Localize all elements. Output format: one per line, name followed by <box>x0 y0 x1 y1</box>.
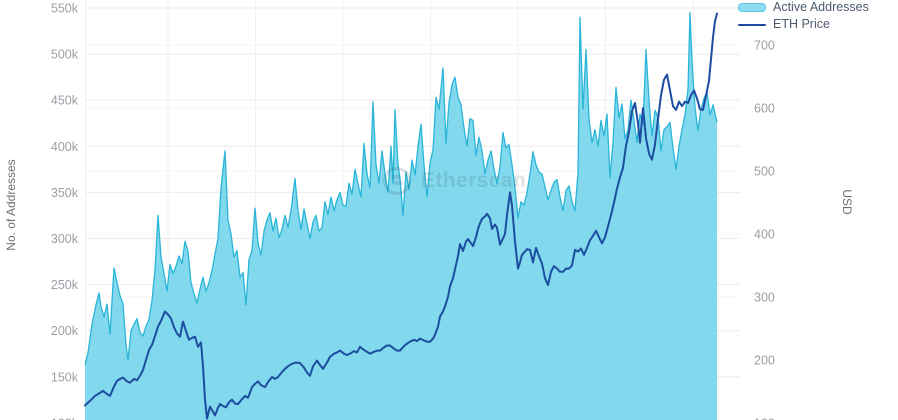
active-addresses-series-line <box>84 11 718 365</box>
y-axis-tick-right: 500 <box>754 165 775 179</box>
y-axis-tick-left: 100k <box>51 416 79 420</box>
y-axis-tick-right: 200 <box>754 354 775 368</box>
y-axis-tick-left: 150k <box>51 370 79 384</box>
y-axis-tick-left: 200k <box>51 324 79 338</box>
legend-label-active-addresses: Active Addresses <box>773 0 869 14</box>
right-axis-title: USD <box>840 189 854 215</box>
y-axis-tick-left: 400k <box>51 140 79 154</box>
y-axis-tick-left: 500k <box>51 48 79 62</box>
eth-price-swatch-icon <box>738 23 766 26</box>
y-axis-tick-right: 100 <box>754 417 775 420</box>
active-addresses-area <box>85 12 717 420</box>
legend-item-eth-price[interactable]: ETH Price <box>738 18 869 31</box>
y-axis-tick-right: 600 <box>754 102 775 116</box>
y-axis-tick-right: 300 <box>754 291 775 305</box>
y-axis-tick-left: 350k <box>51 186 79 200</box>
y-axis-tick-left: 300k <box>51 232 79 246</box>
legend-label-eth-price: ETH Price <box>773 17 830 31</box>
y-axis-tick-left: 550k <box>51 2 79 16</box>
legend: Active Addresses ETH Price <box>738 1 869 31</box>
y-axis-tick-right: 400 <box>754 228 775 242</box>
y-axis-tick-right: 700 <box>754 39 775 53</box>
left-axis-title: No. of Addresses <box>4 159 18 251</box>
y-axis-tick-left: 450k <box>51 94 79 108</box>
eth-price-series-line <box>84 12 718 420</box>
y-axis-tick-left: 250k <box>51 278 79 292</box>
active-addresses-swatch-icon <box>738 3 766 12</box>
legend-item-active-addresses[interactable]: Active Addresses <box>738 1 869 14</box>
